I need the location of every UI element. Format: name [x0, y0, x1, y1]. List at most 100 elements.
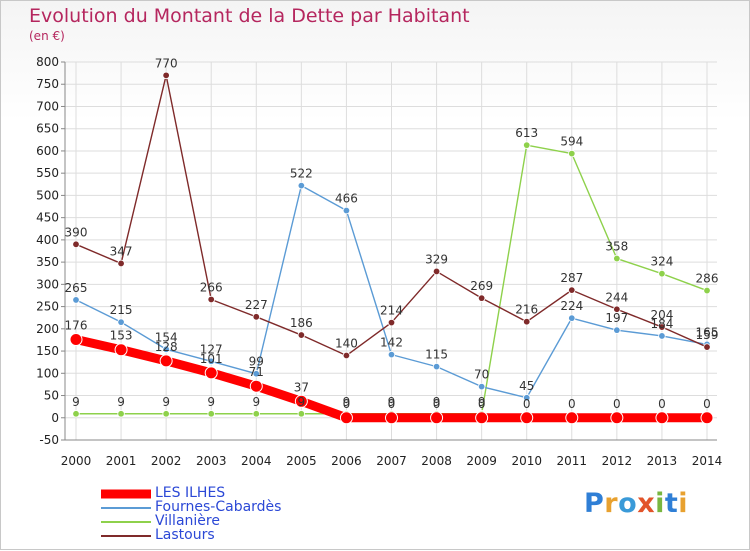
data-label: 101	[200, 352, 223, 366]
data-label: 265	[65, 281, 88, 295]
data-label: 45	[519, 379, 534, 393]
data-label: 329	[425, 252, 448, 266]
data-label: 9	[433, 395, 441, 409]
data-label: 286	[696, 272, 719, 286]
data-point	[159, 354, 173, 368]
data-point	[207, 295, 215, 304]
legend-swatch	[101, 507, 151, 509]
legend-label: Fournes-Cabardès	[155, 499, 282, 515]
data-point	[700, 411, 714, 425]
data-point	[655, 411, 669, 425]
data-label: 9	[207, 395, 215, 409]
data-label: 71	[249, 365, 264, 379]
x-tick-label: 2006	[331, 454, 362, 468]
data-label: 0	[523, 397, 531, 411]
data-label: 99	[249, 355, 264, 369]
proxiti-logo: Proxiti	[584, 488, 688, 519]
data-label: 128	[155, 340, 178, 354]
x-tick-label: 2001	[106, 454, 137, 468]
data-label: 37	[294, 380, 309, 394]
data-label: 224	[560, 299, 583, 313]
y-tick-label: 50	[44, 389, 59, 403]
data-label: 0	[478, 397, 486, 411]
data-label: 613	[515, 126, 538, 140]
x-tick-label: 2012	[602, 454, 633, 468]
data-label: 9	[72, 395, 80, 409]
data-label: 358	[605, 240, 628, 254]
data-point	[475, 411, 489, 425]
data-point	[204, 366, 218, 380]
data-point	[72, 410, 80, 418]
data-label: 9	[117, 395, 125, 409]
data-label: 269	[470, 279, 493, 293]
data-label: 142	[380, 336, 403, 350]
data-label: 70	[474, 368, 489, 382]
data-point	[703, 286, 711, 295]
data-point	[162, 410, 170, 418]
data-point	[117, 259, 125, 268]
data-point	[207, 410, 215, 418]
data-label: 165	[696, 325, 719, 339]
data-point	[613, 326, 621, 334]
data-label: 0	[433, 397, 441, 411]
data-point	[613, 305, 621, 313]
data-label: 9	[298, 395, 306, 409]
data-label: 184	[650, 317, 673, 331]
data-point	[69, 332, 83, 346]
data-label: 159	[696, 328, 719, 342]
data-label: 214	[380, 304, 403, 318]
data-point	[162, 345, 170, 353]
data-point	[72, 240, 80, 249]
y-tick-label: 200	[36, 322, 59, 336]
y-tick-label: 500	[36, 188, 59, 202]
data-label: 140	[335, 337, 358, 351]
data-point	[477, 294, 486, 302]
data-point	[658, 269, 666, 278]
data-point	[523, 318, 531, 326]
y-tick-label: 100	[36, 366, 59, 380]
data-label: 0	[568, 397, 576, 411]
data-point	[249, 379, 263, 393]
data-point	[297, 331, 306, 339]
data-label: 390	[65, 225, 88, 239]
x-tick-label: 2004	[241, 454, 272, 468]
data-point	[520, 411, 534, 425]
x-tick-label: 2013	[647, 454, 678, 468]
data-label: 9	[388, 395, 396, 409]
data-point	[297, 181, 306, 190]
x-tick-label: 2007	[376, 454, 407, 468]
data-point	[565, 411, 579, 425]
data-point	[613, 254, 621, 263]
data-label: 197	[605, 311, 628, 325]
logo-letter: i	[678, 488, 689, 519]
data-point	[658, 332, 666, 340]
data-label: 0	[703, 397, 711, 411]
data-label: 9	[343, 395, 351, 409]
data-label: 266	[200, 280, 223, 294]
data-label: 215	[110, 303, 133, 317]
x-tick-label: 2010	[511, 454, 542, 468]
data-label: 9	[252, 395, 260, 409]
data-label: 9	[478, 395, 486, 409]
data-label: 0	[613, 397, 621, 411]
data-point	[207, 357, 215, 365]
x-tick-label: 2008	[421, 454, 452, 468]
y-tick-label: 350	[36, 255, 59, 269]
data-point	[568, 314, 576, 322]
data-point	[523, 141, 531, 149]
data-label: 0	[388, 397, 396, 411]
data-point	[342, 351, 351, 360]
data-point	[297, 410, 306, 418]
x-tick-label: 2011	[557, 454, 588, 468]
data-point	[568, 149, 576, 158]
x-tick-label: 2005	[286, 454, 317, 468]
data-point	[568, 286, 576, 294]
data-label: 176	[65, 318, 88, 332]
y-tick-label: 600	[36, 144, 59, 158]
legend-swatch	[101, 535, 151, 537]
y-tick-label: 750	[36, 77, 59, 91]
logo-letter: P	[584, 488, 605, 519]
legend-swatch	[101, 489, 151, 499]
data-point	[117, 318, 125, 326]
